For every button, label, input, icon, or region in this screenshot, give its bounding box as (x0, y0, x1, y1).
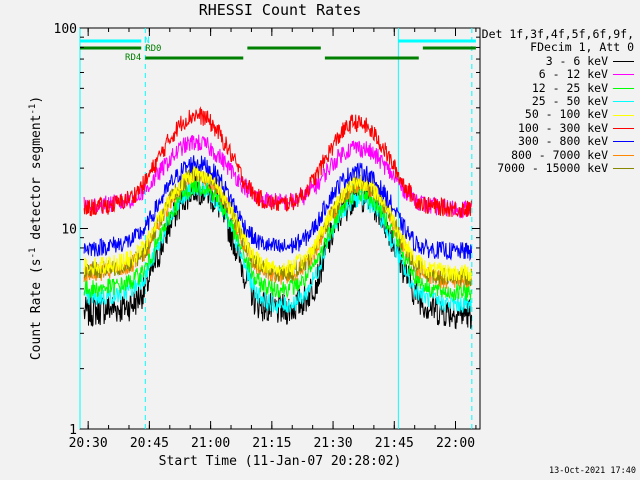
legend-entry: 25 - 50 keV (464, 94, 634, 109)
legend-swatch (613, 154, 634, 156)
legend-header-2: FDecim 1, Att 0 (530, 40, 634, 55)
legend-entry-label: 25 - 50 keV (531, 94, 608, 109)
series-line (83, 165, 472, 282)
legend-entry: 300 - 800 keV (464, 134, 634, 149)
legend-entry: 50 - 100 keV (464, 108, 634, 121)
y-axis-label-end: ) (29, 95, 45, 104)
y-tick-label: 10 (61, 223, 77, 238)
x-tick-label: 20:45 (130, 436, 169, 451)
green-bar-label: RD0 (145, 44, 161, 54)
legend-entry-label: 3 - 6 keV (545, 53, 608, 68)
green-bar-label: RD4 (125, 53, 141, 63)
series-line (83, 106, 472, 218)
legend-entry-label: 50 - 100 keV (524, 107, 608, 122)
legend-swatch (613, 101, 634, 103)
x-tick-label: 22:00 (436, 436, 475, 451)
legend-entry-label: 12 - 25 keV (531, 80, 608, 95)
x-axis-label: Start Time (11-Jan-07 20:28:02) (158, 454, 402, 469)
legend-entry-label: 7000 - 15000 keV (497, 161, 608, 176)
y-tick-label: 100 (54, 22, 77, 37)
legend-entry-label: 800 - 7000 keV (511, 147, 608, 162)
timestamp: 13-Oct-2021 17:40 (549, 466, 636, 476)
legend-entry: 7000 - 15000 keV (464, 161, 634, 176)
x-tick-label: 20:30 (69, 436, 108, 451)
y-axis-label-mid: detector segment (29, 114, 45, 248)
legend-swatch (613, 87, 634, 89)
series-layer (83, 106, 472, 330)
legend-header-1: Det 1f,3f,4f,5f,6f,9f, (481, 27, 634, 41)
y-axis-label: Count Rate (s-1 detector segment-1) (28, 96, 44, 360)
x-tick-label: 21:30 (313, 436, 352, 451)
legend-entry: 12 - 25 keV (464, 80, 634, 95)
series-line (83, 180, 472, 314)
y-axis-label-main: Count Rate (s (29, 258, 45, 361)
y-axis-label-sup-1: -1 (27, 247, 38, 259)
legend: Det 1f,3f,4f,5f,6f,9f, FDecim 1, Att 0 3… (464, 27, 634, 176)
x-tick-label: 21:45 (375, 436, 414, 451)
legend-swatch (613, 168, 634, 170)
cyan-bar-label: N (144, 36, 149, 46)
legend-rows: 3 - 6 keV 6 - 12 keV 12 - 25 keV 25 - 50 ke… (464, 53, 634, 176)
axes-layer: 1 10 100 20:30 20:45 21:00 21:15 21:30 21:45 22:0… (54, 22, 480, 451)
y-axis-label-sup-2: -1 (27, 103, 38, 115)
legend-swatch (613, 74, 634, 76)
legend-entry-label: 300 - 800 keV (517, 134, 608, 149)
legend-entry: 800 - 7000 keV (464, 147, 634, 162)
legend-swatch (613, 61, 634, 63)
legend-entry-label: 6 - 12 keV (538, 67, 608, 82)
legend-entry-label: 100 - 300 keV (517, 120, 608, 135)
legend-swatch (613, 114, 634, 116)
y-tick-label: 1 (69, 423, 77, 438)
legend-swatch (613, 128, 634, 130)
legend-entry: 6 - 12 keV (464, 67, 634, 82)
legend-swatch (613, 141, 634, 143)
series-line (83, 155, 472, 262)
chart-title: RHESSI Count Rates (198, 1, 362, 19)
x-tick-label: 21:15 (252, 436, 291, 451)
legend-entry: 3 - 6 keV (464, 53, 634, 68)
legend-entry: 100 - 300 keV (464, 120, 634, 135)
x-tick-label: 21:00 (191, 436, 230, 451)
